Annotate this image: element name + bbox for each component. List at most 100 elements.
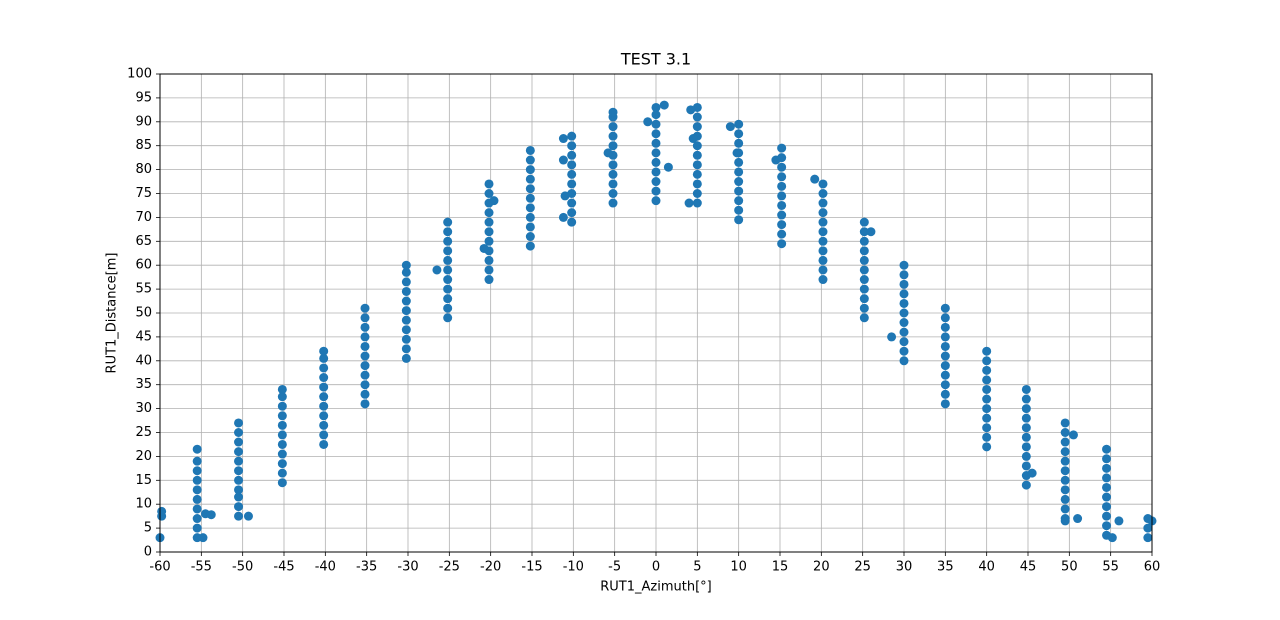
point — [319, 392, 329, 402]
point — [940, 322, 950, 332]
point — [777, 191, 787, 201]
point — [651, 119, 661, 129]
point — [734, 196, 744, 206]
point — [899, 270, 909, 280]
y-tick-label: 100 — [127, 67, 152, 82]
point — [899, 260, 909, 270]
point — [1073, 514, 1083, 524]
point — [360, 322, 370, 332]
point — [818, 208, 828, 218]
point — [734, 167, 744, 177]
point — [982, 423, 992, 433]
point — [1060, 437, 1070, 447]
point — [982, 384, 992, 394]
point — [277, 468, 287, 478]
point — [608, 169, 618, 179]
point — [940, 303, 950, 313]
y-tick-label: 70 — [135, 210, 152, 225]
point — [651, 148, 661, 158]
y-tick-label: 35 — [135, 377, 152, 392]
point — [1060, 428, 1070, 437]
point — [940, 351, 950, 361]
point — [818, 198, 828, 208]
point — [360, 313, 370, 323]
point — [899, 298, 909, 308]
point — [1021, 404, 1031, 414]
point — [319, 411, 329, 421]
point — [777, 200, 787, 210]
point — [777, 143, 787, 153]
points — [155, 100, 1157, 543]
point — [982, 404, 992, 414]
point — [859, 246, 869, 256]
point — [525, 184, 535, 194]
point — [1021, 413, 1031, 423]
y-axis-label: RUT1_Distance[m] — [105, 253, 120, 374]
point — [810, 174, 820, 184]
point — [401, 306, 411, 316]
point — [982, 365, 992, 375]
point — [771, 155, 781, 165]
point — [1021, 394, 1031, 404]
point — [1060, 466, 1070, 476]
point — [1060, 418, 1070, 428]
point — [818, 246, 828, 256]
point — [443, 275, 453, 285]
point — [1060, 475, 1070, 485]
point — [401, 296, 411, 306]
point — [443, 246, 453, 256]
point — [525, 203, 535, 213]
point — [899, 279, 909, 289]
point — [651, 177, 661, 187]
point — [692, 122, 702, 132]
point — [643, 117, 653, 127]
point — [859, 265, 869, 275]
point — [1060, 456, 1070, 466]
point — [651, 102, 661, 112]
point — [484, 236, 494, 246]
x-tick-label: -10 — [563, 560, 584, 575]
point — [234, 492, 244, 502]
point — [234, 456, 244, 466]
point — [1107, 533, 1117, 543]
point — [608, 107, 618, 117]
point — [234, 428, 244, 437]
point — [360, 399, 370, 409]
point — [1027, 468, 1037, 478]
point — [525, 193, 535, 203]
grid: -60 -55 -50 -45 -40 -35 -30 -25 -20 -15 -10 -5 0 5 10 1… — [127, 67, 1160, 575]
point — [1068, 430, 1078, 440]
point — [859, 217, 869, 227]
point — [1102, 454, 1112, 464]
point — [982, 442, 992, 452]
point — [603, 148, 613, 158]
x-tick-label: 10 — [730, 560, 747, 575]
point — [1114, 516, 1124, 526]
point — [818, 255, 828, 265]
x-tick-label: 35 — [937, 560, 954, 575]
point — [684, 198, 694, 208]
x-tick-label: 25 — [854, 560, 871, 575]
y-tick-label: 20 — [135, 449, 152, 464]
point — [319, 373, 329, 383]
point — [192, 523, 202, 533]
point — [651, 110, 661, 120]
point — [734, 215, 744, 225]
point — [818, 275, 828, 285]
y-tick-label: 65 — [135, 234, 152, 249]
point — [725, 122, 735, 132]
point — [692, 160, 702, 170]
x-tick-label: -30 — [397, 560, 418, 575]
point — [982, 394, 992, 404]
point — [234, 437, 244, 447]
point — [484, 227, 494, 237]
point — [899, 346, 909, 356]
point — [479, 243, 489, 253]
point — [192, 444, 202, 454]
y-tick-label: 10 — [135, 497, 152, 512]
x-tick-label: 30 — [896, 560, 913, 575]
point — [940, 332, 950, 342]
point — [940, 399, 950, 409]
point — [1102, 463, 1112, 473]
point — [319, 439, 329, 449]
